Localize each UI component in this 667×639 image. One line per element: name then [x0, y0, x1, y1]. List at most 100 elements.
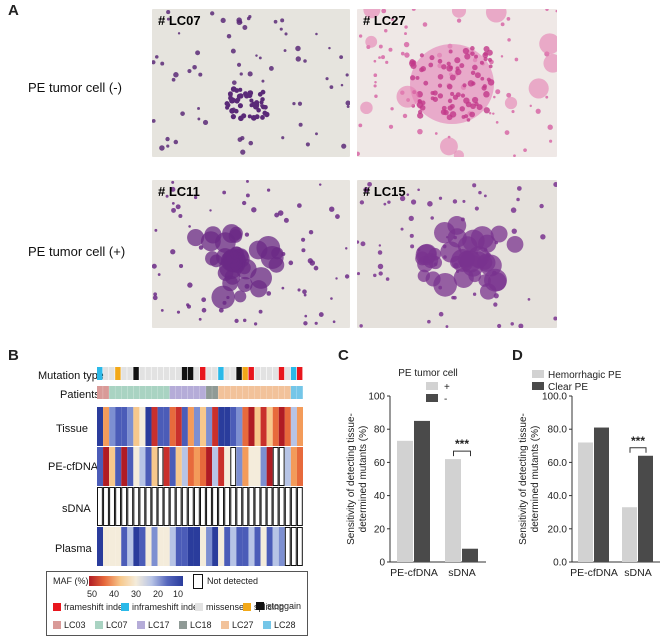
panel-c-letter: C — [338, 347, 349, 364]
cell — [492, 112, 495, 115]
cell — [201, 307, 207, 313]
cell — [446, 61, 451, 66]
cell — [437, 93, 444, 99]
legend-label: Clear PE — [548, 382, 588, 393]
cell — [236, 17, 242, 23]
cell — [176, 310, 181, 314]
heat-cell — [103, 407, 110, 446]
maf-tick: 30 — [131, 589, 142, 599]
cell — [438, 311, 444, 317]
not-detected-swatch — [193, 574, 203, 589]
patient-cell — [193, 386, 200, 399]
cell — [448, 49, 453, 54]
bar — [594, 427, 609, 562]
heat-cell — [248, 447, 255, 486]
cell — [428, 62, 434, 68]
y-axis-label: Sensitivity of detecting tissue- — [518, 413, 529, 545]
heat-cell — [206, 407, 213, 446]
cell — [274, 212, 280, 218]
not-detected-cell — [296, 487, 303, 526]
heat-cell — [193, 447, 200, 486]
cell — [187, 68, 192, 74]
cell — [247, 92, 253, 99]
swatch-splicing — [243, 603, 251, 611]
mutation-type-cell — [224, 367, 230, 380]
cell — [478, 190, 482, 195]
patient-cell — [284, 386, 291, 399]
cell — [470, 103, 476, 110]
cell — [504, 130, 510, 136]
heat-cell — [260, 447, 267, 486]
cell — [374, 94, 378, 98]
cell — [218, 307, 224, 313]
label-lc27: LC27 — [232, 620, 254, 630]
cell — [483, 194, 487, 198]
cell — [152, 295, 158, 301]
not-detected-cell — [175, 487, 182, 526]
cell — [280, 18, 285, 23]
cell — [388, 47, 393, 52]
mutation-type-cell — [260, 367, 267, 380]
mutation-type-cell — [169, 367, 176, 380]
cell — [441, 105, 447, 111]
bar — [638, 455, 653, 562]
heat-cell — [133, 447, 140, 486]
cell — [483, 45, 490, 53]
patient-cell — [97, 386, 103, 399]
cell — [250, 280, 268, 298]
cell — [449, 111, 457, 118]
cell — [242, 25, 248, 30]
cell — [453, 150, 464, 157]
heatmap-legend: MAF (%) 50 40 30 20 10 Not detected fram… — [46, 571, 308, 636]
not-detected-cell — [121, 487, 128, 526]
cell — [329, 206, 335, 212]
chart-d: 0.0 20.0 40.0 60.0 80.0 100.0 Sensitivity of d… — [518, 370, 660, 579]
not-detected-cell — [242, 487, 249, 526]
cell — [313, 265, 319, 271]
heat-cell — [278, 407, 285, 446]
cell — [400, 227, 404, 231]
heat-cell — [181, 527, 188, 566]
mutation-type-cell — [212, 367, 218, 380]
cell — [553, 182, 557, 188]
maf-colorbar — [89, 576, 183, 586]
heat-cell — [127, 447, 134, 486]
heat-cell — [212, 407, 219, 446]
heat-cell — [236, 527, 243, 566]
cell — [433, 273, 457, 297]
y-tick-label: 20.0 — [548, 524, 568, 535]
cell — [154, 228, 158, 232]
cell — [160, 308, 164, 312]
cell — [188, 225, 191, 228]
heat-cell — [242, 407, 249, 446]
heat-cell — [212, 527, 219, 566]
cell — [429, 55, 435, 61]
cell — [288, 260, 294, 266]
cell — [171, 207, 176, 213]
heat-cell — [230, 407, 237, 446]
cell — [511, 228, 517, 234]
cell — [315, 32, 318, 36]
cell — [441, 64, 447, 70]
cell — [305, 142, 310, 147]
cell — [437, 58, 443, 64]
cell — [297, 288, 301, 292]
cell — [283, 217, 289, 223]
heat-cell — [284, 447, 291, 486]
heat-cell — [230, 527, 237, 566]
patient-cell — [218, 386, 225, 399]
patient-cell — [206, 386, 212, 399]
mutation-type-cell — [175, 367, 182, 380]
cell — [474, 54, 478, 59]
cell — [483, 91, 490, 98]
cell — [171, 201, 175, 205]
mutation-type-cell — [157, 367, 164, 380]
cell — [357, 240, 360, 244]
cell — [242, 318, 247, 323]
not-detected-cell — [224, 487, 231, 526]
heat-cell — [133, 407, 140, 446]
bar — [622, 507, 637, 562]
heat-cell — [200, 527, 207, 566]
not-detected-cell — [145, 487, 152, 526]
cell — [345, 73, 349, 77]
